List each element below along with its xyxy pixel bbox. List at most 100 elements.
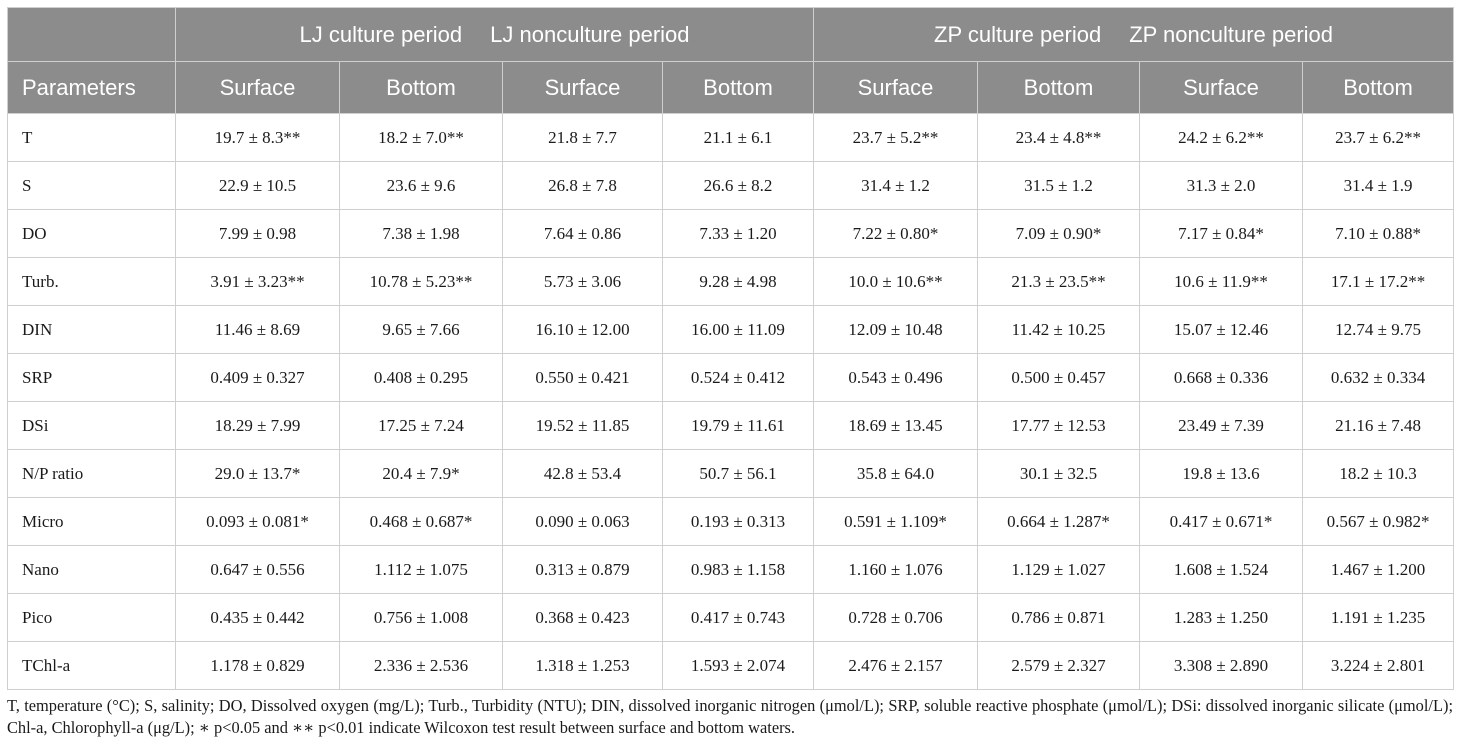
table-row: DSi 18.29 ± 7.99 17.25 ± 7.24 19.52 ± 11.85… [7, 401, 1455, 450]
value-cell: 7.09 ± 0.90* [977, 209, 1141, 258]
table-row: Micro 0.093 ± 0.081* 0.468 ± 0.687* 0.090 ±… [7, 497, 1455, 546]
table-row: T 19.7 ± 8.3** 18.2 ± 7.0** 21.8 ± 7.7 21.1 … [7, 113, 1455, 162]
column-header: Surface [175, 61, 340, 114]
value-cell: 22.9 ± 10.5 [175, 161, 340, 210]
value-cell: 3.224 ± 2.801 [1302, 641, 1455, 690]
value-cell: 10.0 ± 10.6** [813, 257, 979, 306]
value-cell: 7.33 ± 1.20 [661, 209, 815, 258]
value-cell: 0.313 ± 0.879 [502, 545, 663, 594]
table-container: LJ culture period LJ nonculture period ZP… [7, 7, 1455, 690]
parameter-cell: DO [7, 209, 176, 258]
value-cell: 18.2 ± 7.0** [339, 113, 503, 162]
table-row: Nano 0.647 ± 0.556 1.112 ± 1.075 0.313 ± 0.… [7, 545, 1455, 594]
value-cell: 0.728 ± 0.706 [813, 593, 979, 642]
column-header: Bottom [661, 61, 815, 114]
value-cell: 21.8 ± 7.7 [502, 113, 663, 162]
value-cell: 31.3 ± 2.0 [1139, 161, 1304, 210]
value-cell: 0.090 ± 0.063 [502, 497, 663, 546]
group-label-lj-culture: LJ culture period [299, 21, 463, 47]
group-label-zp-culture: ZP culture period [934, 21, 1102, 47]
value-cell: 20.4 ± 7.9* [339, 449, 503, 498]
value-cell: 1.608 ± 1.524 [1139, 545, 1304, 594]
value-cell: 0.193 ± 0.313 [661, 497, 815, 546]
value-cell: 23.4 ± 4.8** [977, 113, 1141, 162]
value-cell: 19.7 ± 8.3** [175, 113, 340, 162]
parameter-cell: DIN [7, 305, 176, 354]
parameter-cell: Micro [7, 497, 176, 546]
value-cell: 0.786 ± 0.871 [977, 593, 1141, 642]
table-body: T 19.7 ± 8.3** 18.2 ± 7.0** 21.8 ± 7.7 21.1 … [7, 113, 1455, 690]
value-cell: 0.632 ± 0.334 [1302, 353, 1455, 402]
value-cell: 0.550 ± 0.421 [502, 353, 663, 402]
value-cell: 3.91 ± 3.23** [175, 257, 340, 306]
group-label-lj-nonculture: LJ nonculture period [490, 21, 690, 47]
value-cell: 1.593 ± 2.074 [661, 641, 815, 690]
table-row: Turb. 3.91 ± 3.23** 10.78 ± 5.23** 5.73 ± 3… [7, 257, 1455, 306]
value-cell: 1.160 ± 1.076 [813, 545, 979, 594]
parameter-cell: S [7, 161, 176, 210]
parameter-cell: DSi [7, 401, 176, 450]
value-cell: 0.417 ± 0.743 [661, 593, 815, 642]
value-cell: 1.178 ± 0.829 [175, 641, 340, 690]
value-cell: 0.408 ± 0.295 [339, 353, 503, 402]
column-header: Surface [1139, 61, 1304, 114]
value-cell: 23.7 ± 5.2** [813, 113, 979, 162]
value-cell: 0.543 ± 0.496 [813, 353, 979, 402]
value-cell: 0.468 ± 0.687* [339, 497, 503, 546]
value-cell: 0.668 ± 0.336 [1139, 353, 1304, 402]
value-cell: 16.10 ± 12.00 [502, 305, 663, 354]
value-cell: 0.983 ± 1.158 [661, 545, 815, 594]
value-cell: 11.46 ± 8.69 [175, 305, 340, 354]
table-row: SRP 0.409 ± 0.327 0.408 ± 0.295 0.550 ± 0.4… [7, 353, 1455, 402]
value-cell: 19.8 ± 13.6 [1139, 449, 1304, 498]
parameter-cell: SRP [7, 353, 176, 402]
parameter-cell: Turb. [7, 257, 176, 306]
value-cell: 0.591 ± 1.109* [813, 497, 979, 546]
value-cell: 30.1 ± 32.5 [977, 449, 1141, 498]
value-cell: 1.467 ± 1.200 [1302, 545, 1455, 594]
value-cell: 2.579 ± 2.327 [977, 641, 1141, 690]
parameter-cell: TChl-a [7, 641, 176, 690]
value-cell: 16.00 ± 11.09 [661, 305, 815, 354]
column-header: Parameters [7, 61, 176, 114]
value-cell: 0.664 ± 1.287* [977, 497, 1141, 546]
value-cell: 1.112 ± 1.075 [339, 545, 503, 594]
value-cell: 9.65 ± 7.66 [339, 305, 503, 354]
group-label-zp-nonculture: ZP nonculture period [1129, 21, 1334, 47]
value-cell: 17.1 ± 17.2** [1302, 257, 1455, 306]
column-header: Bottom [339, 61, 503, 114]
group-header-zp: ZP culture period ZP nonculture period [813, 7, 1455, 62]
parameter-cell: N/P ratio [7, 449, 176, 498]
value-cell: 1.191 ± 1.235 [1302, 593, 1455, 642]
table-row: TChl-a 1.178 ± 0.829 2.336 ± 2.536 1.318 ± … [7, 641, 1455, 690]
value-cell: 9.28 ± 4.98 [661, 257, 815, 306]
value-cell: 31.4 ± 1.2 [813, 161, 979, 210]
value-cell: 19.52 ± 11.85 [502, 401, 663, 450]
parameter-cell: Nano [7, 545, 176, 594]
value-cell: 21.16 ± 7.48 [1302, 401, 1455, 450]
value-cell: 0.409 ± 0.327 [175, 353, 340, 402]
column-header: Bottom [1302, 61, 1455, 114]
value-cell: 1.283 ± 1.250 [1139, 593, 1304, 642]
value-cell: 0.524 ± 0.412 [661, 353, 815, 402]
table-footnote: T, temperature (°C); S, salinity; DO, Di… [7, 696, 1453, 737]
value-cell: 18.29 ± 7.99 [175, 401, 340, 450]
value-cell: 15.07 ± 12.46 [1139, 305, 1304, 354]
value-cell: 18.2 ± 10.3 [1302, 449, 1455, 498]
group-header-row: LJ culture period LJ nonculture period ZP… [7, 7, 1455, 62]
value-cell: 12.09 ± 10.48 [813, 305, 979, 354]
value-cell: 42.8 ± 53.4 [502, 449, 663, 498]
value-cell: 17.77 ± 12.53 [977, 401, 1141, 450]
table-row: Pico 0.435 ± 0.442 0.756 ± 1.008 0.368 ± 0.… [7, 593, 1455, 642]
value-cell: 50.7 ± 56.1 [661, 449, 815, 498]
value-cell: 21.1 ± 6.1 [661, 113, 815, 162]
table-row: N/P ratio 29.0 ± 13.7* 20.4 ± 7.9* 42.8 ± 5… [7, 449, 1455, 498]
value-cell: 10.78 ± 5.23** [339, 257, 503, 306]
data-table: LJ culture period LJ nonculture period ZP… [7, 7, 1455, 690]
value-cell: 23.7 ± 6.2** [1302, 113, 1455, 162]
value-cell: 24.2 ± 6.2** [1139, 113, 1304, 162]
value-cell: 7.64 ± 0.86 [502, 209, 663, 258]
value-cell: 23.6 ± 9.6 [339, 161, 503, 210]
column-header-row: Parameters Surface Bottom Surface Bottom… [7, 61, 1455, 114]
value-cell: 0.567 ± 0.982* [1302, 497, 1455, 546]
